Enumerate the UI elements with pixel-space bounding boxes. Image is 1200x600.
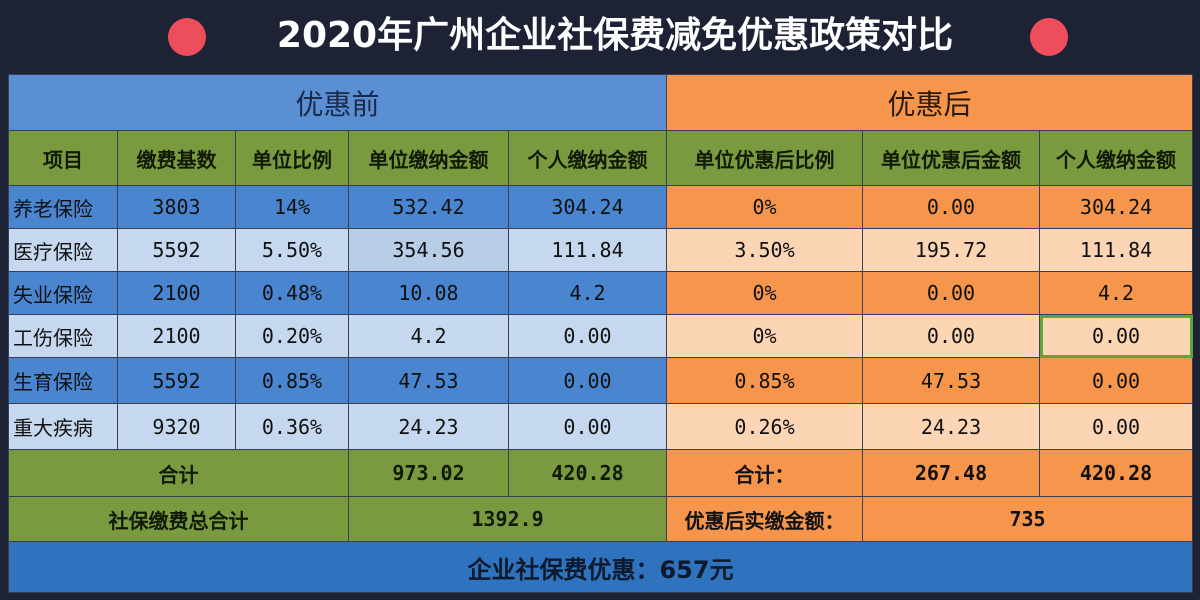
cell-item[interactable]: 生育保险 [8,357,118,404]
subtotal-personal-amount[interactable]: 420.28 [507,449,668,497]
col-header[interactable]: 个人缴纳金额 [507,130,668,186]
cell-base[interactable]: 2100 [117,271,236,315]
red-dot-left-icon [168,18,206,56]
page-title: 2020年广州企业社保费减免优惠政策对比 [276,15,954,56]
cell-after-amount[interactable]: 0.00 [862,314,1041,358]
total-after-label[interactable]: 优惠后实缴金额： [666,496,864,542]
total-after-value[interactable]: 735 [862,496,1194,542]
cell-personal-amount[interactable]: 304.24 [507,185,668,229]
cell-item[interactable]: 失业保险 [8,271,118,315]
total-value[interactable]: 1392.9 [347,496,668,542]
cell-item[interactable]: 养老保险 [8,185,118,229]
cell-personal-amount[interactable]: 0.00 [507,314,668,358]
col-header[interactable]: 单位优惠后比例 [666,130,864,186]
cell-unit-amount[interactable]: 47.53 [348,357,509,404]
cell-unit-rate[interactable]: 14% [235,185,349,229]
cell-after-rate[interactable]: 0.26% [666,403,864,450]
red-dot-right-icon [1030,18,1068,56]
cell-personal-amount[interactable]: 0.00 [507,357,668,404]
subtotal-after-amount[interactable]: 267.48 [862,449,1041,497]
col-header[interactable]: 个人缴纳金额 [1039,130,1194,186]
cell-unit-rate[interactable]: 0.85% [235,357,349,404]
table-row: 生育保险 5592 0.85% 47.53 0.00 0.85% 47.53 0… [8,357,1194,404]
cell-unit-amount[interactable]: 10.08 [348,271,509,315]
total-row: 社保缴费总合计 1392.9 优惠后实缴金额： 735 [8,496,1194,542]
cell-item[interactable]: 医疗保险 [8,228,118,272]
cell-unit-rate[interactable]: 0.48% [235,271,349,315]
cell-after-amount[interactable]: 47.53 [862,357,1041,404]
col-header[interactable]: 单位缴纳金额 [348,130,509,186]
savings-summary[interactable]: 企业社保费优惠：657元 [7,541,1194,593]
col-header[interactable]: 单位比例 [235,130,349,186]
cell-unit-amount[interactable]: 24.23 [348,403,509,450]
cell-unit-rate[interactable]: 5.50% [235,228,349,272]
cell-unit-amount[interactable]: 354.56 [348,228,509,272]
cell-after-rate[interactable]: 0% [666,271,864,315]
subtotal-after-label[interactable]: 合计： [666,449,864,497]
cell-after-amount[interactable]: 24.23 [862,403,1041,450]
cell-base[interactable]: 9320 [117,403,236,450]
cell-after-personal[interactable]: 4.2 [1039,271,1194,315]
cell-after-personal[interactable]: 0.00 [1039,357,1194,404]
table-row: 工伤保险 2100 0.20% 4.2 0.00 0% 0.00 0.00 [8,314,1194,358]
cell-after-rate[interactable]: 3.50% [666,228,864,272]
subtotal-row: 合计 973.02 420.28 合计： 267.48 420.28 [8,449,1194,497]
title-bar: 2020年广州企业社保费减免优惠政策对比 [0,0,1200,70]
cell-after-personal[interactable]: 0.00 [1039,403,1194,450]
table-row: 养老保险 3803 14% 532.42 304.24 0% 0.00 304.… [8,185,1194,229]
cell-after-amount[interactable]: 195.72 [862,228,1041,272]
group-after: 优惠后 [666,74,1194,131]
cell-after-personal[interactable]: 111.84 [1039,228,1194,272]
col-header[interactable]: 单位优惠后金额 [862,130,1041,186]
cell-base[interactable]: 5592 [117,357,236,404]
subtotal-after-personal[interactable]: 420.28 [1039,449,1194,497]
cell-unit-rate[interactable]: 0.20% [235,314,349,358]
cell-personal-amount[interactable]: 0.00 [507,403,668,450]
cell-item[interactable]: 工伤保险 [8,314,118,358]
cell-base[interactable]: 3803 [117,185,236,229]
savings-row: 企业社保费优惠：657元 [7,541,1194,593]
column-header-row: 项目 缴费基数 单位比例 单位缴纳金额 个人缴纳金额 单位优惠后比例 单位优惠后… [8,130,1194,186]
cell-after-personal[interactable]: 304.24 [1039,185,1194,229]
cell-after-rate[interactable]: 0% [666,314,864,358]
cell-base[interactable]: 2100 [117,314,236,358]
total-label[interactable]: 社保缴费总合计 [8,496,349,542]
cell-unit-amount[interactable]: 532.42 [348,185,509,229]
group-before: 优惠前 [7,74,668,131]
table-row: 医疗保险 5592 5.50% 354.56 111.84 3.50% 195.… [8,228,1194,272]
comparison-table: 优惠前 优惠后 项目 缴费基数 单位比例 单位缴纳金额 个人缴纳金额 单位优惠后… [7,74,1194,593]
cell-base[interactable]: 5592 [117,228,236,272]
cell-after-amount[interactable]: 0.00 [862,271,1041,315]
cell-after-amount[interactable]: 0.00 [862,185,1041,229]
cell-unit-rate[interactable]: 0.36% [235,403,349,450]
group-header-row: 优惠前 优惠后 [7,74,1194,131]
cell-after-personal-selected[interactable]: 0.00 [1039,314,1194,358]
table-row: 重大疾病 9320 0.36% 24.23 0.00 0.26% 24.23 0… [8,403,1194,450]
cell-after-rate[interactable]: 0.85% [666,357,864,404]
col-header[interactable]: 项目 [8,130,118,186]
subtotal-unit-amount[interactable]: 973.02 [348,449,509,497]
cell-item[interactable]: 重大疾病 [8,403,118,450]
col-header[interactable]: 缴费基数 [117,130,236,186]
subtotal-label[interactable]: 合计 [8,449,349,497]
cell-unit-amount[interactable]: 4.2 [348,314,509,358]
table-row: 失业保险 2100 0.48% 10.08 4.2 0% 0.00 4.2 [8,271,1194,315]
cell-personal-amount[interactable]: 4.2 [507,271,668,315]
cell-personal-amount[interactable]: 111.84 [507,228,668,272]
cell-after-rate[interactable]: 0% [666,185,864,229]
